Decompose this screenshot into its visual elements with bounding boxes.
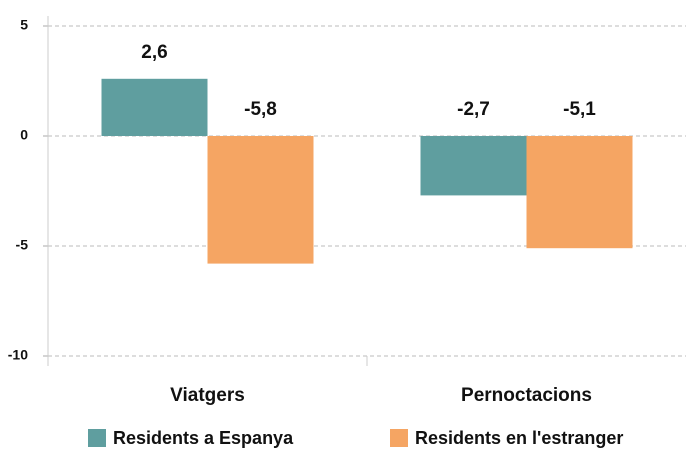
bar [526, 136, 633, 249]
bar [420, 136, 527, 196]
legend-label: Residents en l'estranger [415, 428, 623, 448]
value-label: -2,7 [457, 99, 490, 120]
y-tick-label: -5 [16, 237, 29, 253]
y-tick-label: 0 [20, 127, 28, 143]
x-tick-label: Viatgers [170, 385, 245, 406]
x-tick-label: Pernoctacions [461, 385, 592, 406]
y-tick-label: -10 [8, 347, 28, 363]
y-tick-label: 5 [20, 17, 28, 33]
value-label: -5,1 [563, 99, 596, 120]
value-label: 2,6 [141, 42, 167, 63]
bar [101, 78, 208, 136]
legend-label: Residents a Espanya [113, 428, 294, 448]
legend-swatch [88, 429, 106, 447]
bar [207, 136, 314, 264]
value-label: -5,8 [244, 99, 277, 120]
legend-swatch [390, 429, 408, 447]
